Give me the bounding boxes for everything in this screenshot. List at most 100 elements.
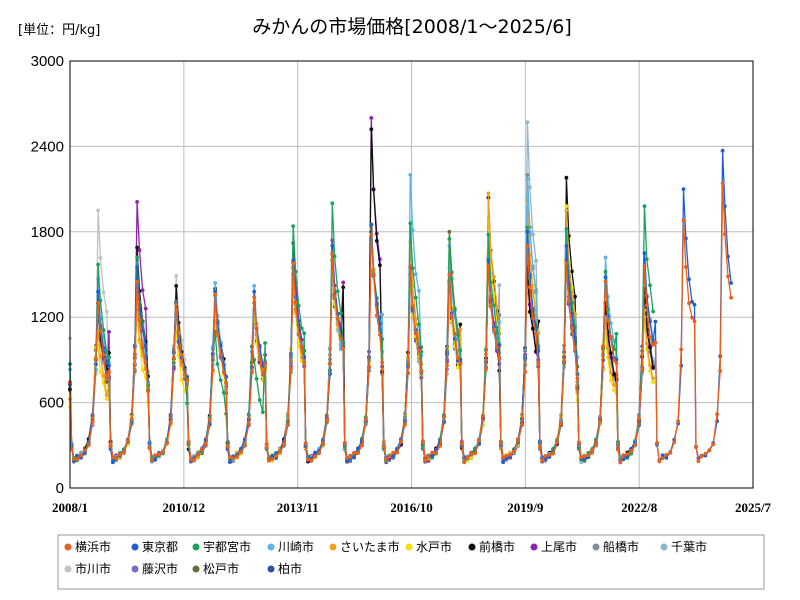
data-point <box>221 390 226 395</box>
data-point <box>577 441 581 446</box>
data-point <box>648 345 652 350</box>
data-point <box>108 443 113 448</box>
legend-label: 船橋市 <box>603 539 639 554</box>
data-point <box>729 295 733 300</box>
data-point <box>612 388 616 392</box>
series-line <box>69 193 654 464</box>
data-point <box>723 232 727 237</box>
data-point <box>692 302 697 307</box>
data-point <box>536 362 541 366</box>
data-point <box>260 410 265 414</box>
data-point <box>321 441 325 446</box>
data-point <box>699 454 704 459</box>
data-point <box>534 331 538 336</box>
data-point <box>135 200 140 204</box>
data-point <box>69 447 74 451</box>
data-point <box>651 365 655 370</box>
data-point <box>339 311 343 315</box>
data-point <box>531 232 535 237</box>
data-point <box>720 181 725 186</box>
data-point <box>495 345 499 350</box>
plot-frame <box>69 60 754 489</box>
data-point <box>449 314 454 319</box>
data-point <box>555 440 559 445</box>
data-point <box>341 346 346 351</box>
data-point <box>621 453 626 458</box>
data-point <box>497 283 502 287</box>
data-point <box>228 460 232 464</box>
data-point <box>456 356 460 361</box>
data-point <box>579 455 584 460</box>
data-point <box>603 275 608 280</box>
data-point <box>564 175 569 180</box>
data-point <box>547 453 552 457</box>
legend-label: 千葉市 <box>671 539 707 554</box>
data-point <box>299 326 304 331</box>
data-point <box>508 452 513 457</box>
data-point <box>147 446 152 451</box>
data-point <box>82 448 87 453</box>
y-tick-label: 1800 <box>31 224 64 241</box>
data-point <box>413 295 418 300</box>
data-point <box>564 227 569 231</box>
data-point <box>473 451 477 455</box>
data-point <box>369 127 374 132</box>
data-point <box>79 453 83 458</box>
data-point <box>564 261 569 265</box>
data-point <box>174 274 179 278</box>
data-point <box>492 275 496 279</box>
data-point <box>135 265 140 270</box>
data-point <box>488 304 493 309</box>
data-point <box>531 316 535 321</box>
data-point <box>504 453 509 458</box>
data-point <box>442 415 446 419</box>
data-point <box>465 455 470 460</box>
data-point <box>345 459 349 464</box>
data-point <box>499 441 503 446</box>
data-point <box>101 328 106 332</box>
data-point <box>360 443 364 448</box>
data-point <box>213 281 218 285</box>
data-point <box>497 356 502 361</box>
x-tick-label: 2025/7 <box>735 500 772 515</box>
legend-box <box>57 534 765 590</box>
y-tick-label: 2400 <box>31 138 64 155</box>
data-point <box>501 455 506 460</box>
data-point <box>260 372 265 377</box>
data-point <box>111 460 115 465</box>
data-point <box>332 294 337 298</box>
data-point <box>417 348 421 353</box>
data-point <box>657 459 662 464</box>
y-axis-ticks: 0 600 1200 1800 2400 3000 <box>31 53 64 497</box>
legend-marker <box>530 543 538 551</box>
data-point <box>520 423 524 428</box>
data-point <box>651 380 655 385</box>
data-point <box>601 344 605 349</box>
data-point <box>252 289 257 294</box>
data-point <box>707 448 712 453</box>
data-point <box>98 370 103 374</box>
data-point <box>690 315 694 320</box>
data-point <box>459 441 464 445</box>
data-point <box>603 255 608 260</box>
data-point <box>356 451 360 455</box>
data-point <box>378 332 382 337</box>
data-point <box>348 454 353 459</box>
y-tick-label: 600 <box>39 395 64 412</box>
data-point <box>534 259 538 263</box>
data-point <box>642 264 647 268</box>
data-point <box>313 454 317 459</box>
data-point <box>497 320 502 324</box>
data-point <box>430 450 435 455</box>
data-point <box>135 279 140 284</box>
data-point <box>189 457 193 462</box>
data-point <box>458 327 463 332</box>
data-point <box>306 458 310 462</box>
data-point <box>374 313 379 318</box>
data-point <box>174 302 179 307</box>
data-point <box>609 336 613 340</box>
data-point <box>703 451 708 456</box>
data-point <box>179 377 184 382</box>
legend-marker <box>267 543 275 551</box>
